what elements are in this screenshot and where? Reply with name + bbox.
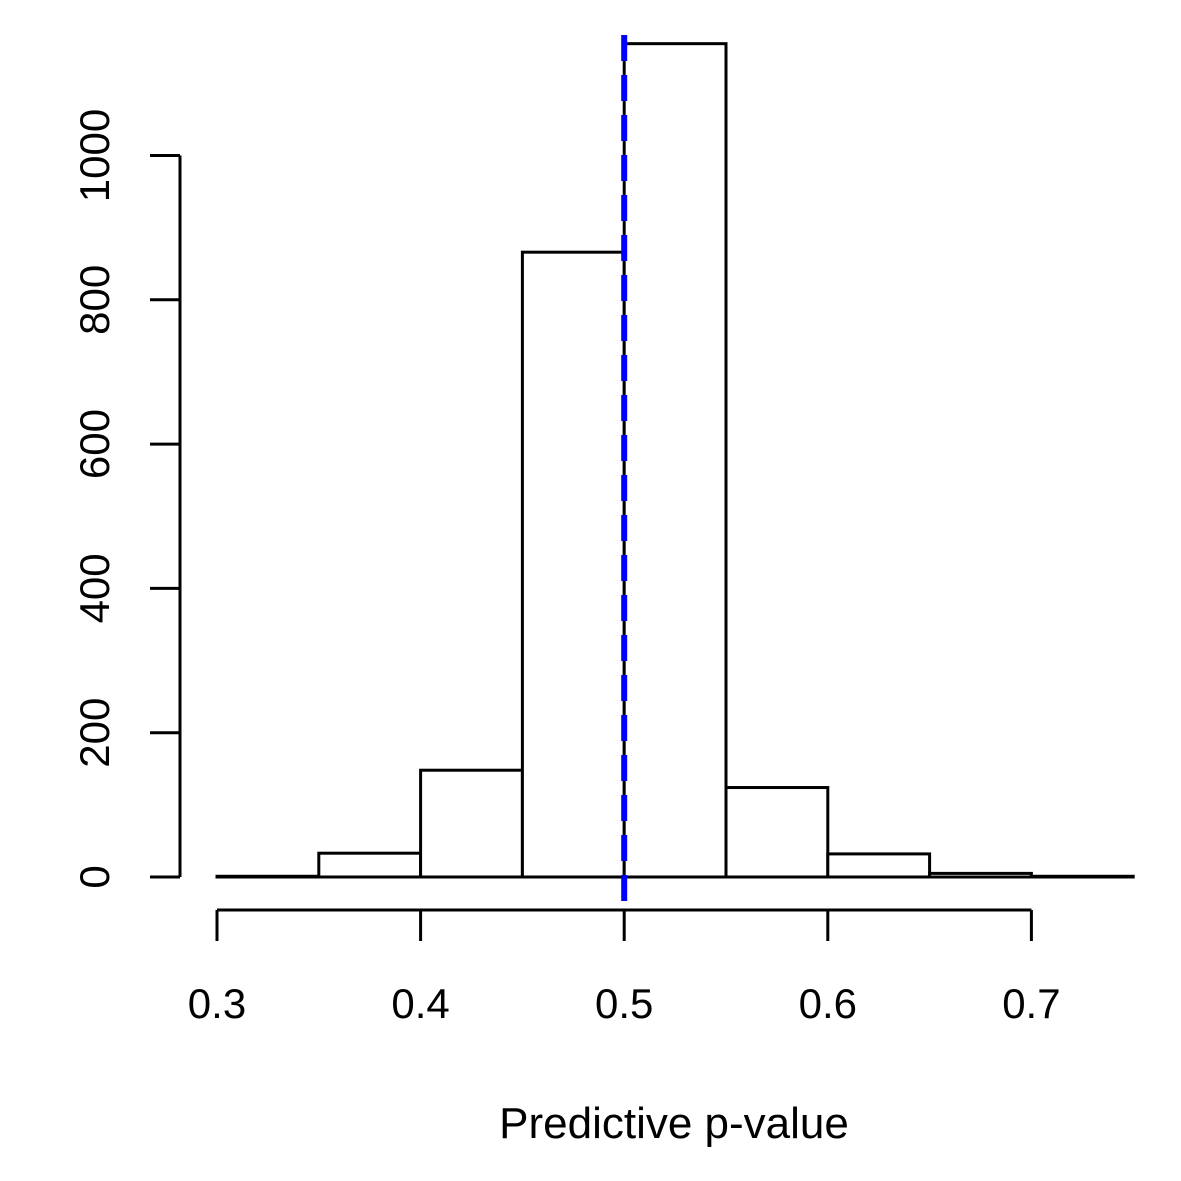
x-tick-label: 0.7: [1002, 980, 1060, 1027]
histogram-bar: [520, 250, 626, 879]
histogram-bar: [317, 851, 423, 879]
histogram-bar: [215, 874, 321, 879]
x-tick-label: 0.3: [188, 980, 246, 1027]
y-tick-label: 1000: [71, 109, 118, 202]
y-tick-label: 200: [71, 698, 118, 768]
histogram-bar: [928, 871, 1033, 879]
histogram-bar: [826, 852, 932, 879]
x-axis: 0.3 0.4 0.5 0.6 0.7: [188, 908, 1061, 1027]
y-tick-label: 400: [71, 553, 118, 623]
histogram-bar: [622, 42, 728, 879]
histogram-bars: [215, 42, 1135, 879]
histogram-bar: [724, 786, 830, 879]
x-tick-label: 0.5: [595, 980, 653, 1027]
y-tick-label: 600: [71, 409, 118, 479]
x-axis-title: Predictive p-value: [499, 1099, 849, 1148]
y-tick-label: 0: [71, 865, 118, 888]
x-tick-label: 0.4: [391, 980, 449, 1027]
histogram-bar: [1029, 874, 1135, 879]
y-axis: 0 200 400 600 800 1000: [71, 109, 182, 889]
histogram-bar: [419, 768, 524, 879]
y-tick-label: 800: [71, 265, 118, 335]
x-tick-label: 0.6: [799, 980, 857, 1027]
